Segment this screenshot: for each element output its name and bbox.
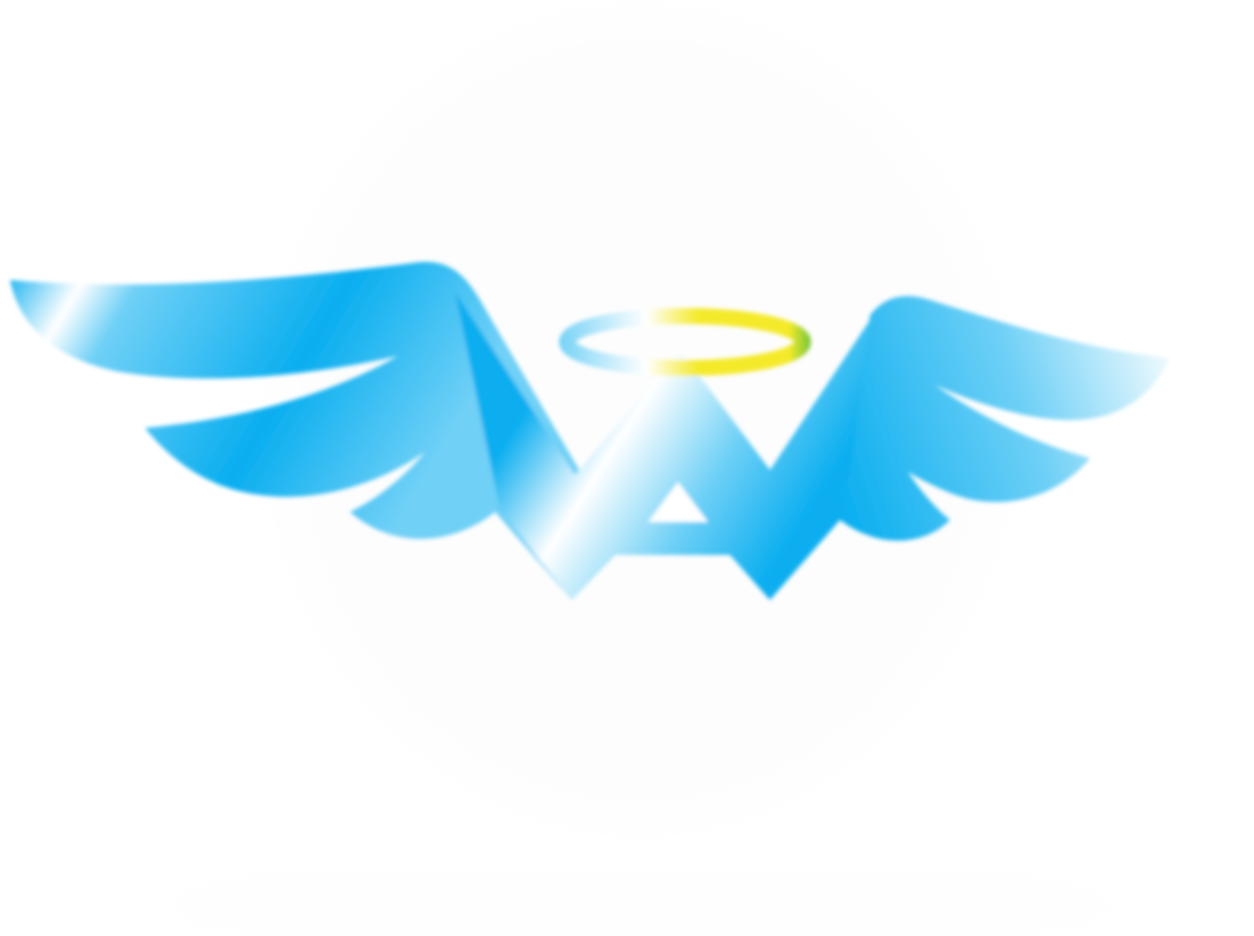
- backdrop-base: [120, 880, 1160, 930]
- center-w-body-icon: [455, 292, 900, 600]
- letter-a-counter: [648, 482, 708, 522]
- right-wing-icon: [770, 296, 1170, 600]
- left-wing-icon: [10, 261, 585, 600]
- halo-icon: [559, 308, 811, 376]
